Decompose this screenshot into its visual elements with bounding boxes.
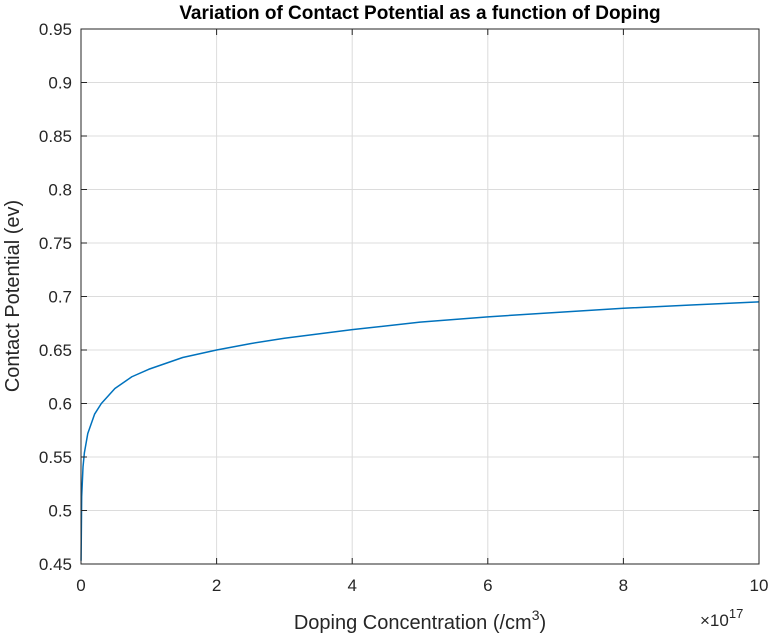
chart-title: Variation of Contact Potential as a func… bbox=[179, 3, 660, 24]
series-layer bbox=[80, 301, 760, 561]
y-axis-label: Contact Potential (ev) bbox=[2, 200, 24, 392]
x-axis-exponent: ×1017 bbox=[700, 606, 743, 630]
y-tick-label: 0.65 bbox=[39, 341, 72, 360]
y-tick-label: 0.7 bbox=[48, 288, 72, 307]
x-tick-label: 10 bbox=[750, 576, 769, 595]
y-tick-label: 0.6 bbox=[48, 395, 72, 414]
x-tick-label: 6 bbox=[483, 576, 492, 595]
y-tick-label: 0.45 bbox=[39, 555, 72, 574]
y-tick-label: 0.8 bbox=[48, 181, 72, 200]
y-tick-label: 0.75 bbox=[39, 234, 72, 253]
grid-lines bbox=[81, 29, 759, 564]
contact-potential-line bbox=[80, 301, 760, 561]
x-tick-labels: 0 2 4 6 8 10 bbox=[76, 576, 768, 595]
y-tick-label: 0.5 bbox=[48, 502, 72, 521]
tick-marks bbox=[80, 28, 760, 565]
x-tick-label: 2 bbox=[212, 576, 221, 595]
x-tick-label: 4 bbox=[347, 576, 356, 595]
y-tick-label: 0.85 bbox=[39, 127, 72, 146]
y-tick-label: 0.9 bbox=[48, 74, 72, 93]
y-tick-labels: 0.45 0.5 0.55 0.6 0.65 0.7 0.75 0.8 0.85 0.9 0.95 bbox=[39, 20, 72, 574]
x-tick-label: 0 bbox=[76, 576, 85, 595]
x-tick-label: 8 bbox=[619, 576, 628, 595]
y-tick-label: 0.95 bbox=[39, 20, 72, 39]
y-tick-label: 0.55 bbox=[39, 448, 72, 467]
x-axis-label: Doping Concentration (/cm3) bbox=[294, 607, 546, 634]
